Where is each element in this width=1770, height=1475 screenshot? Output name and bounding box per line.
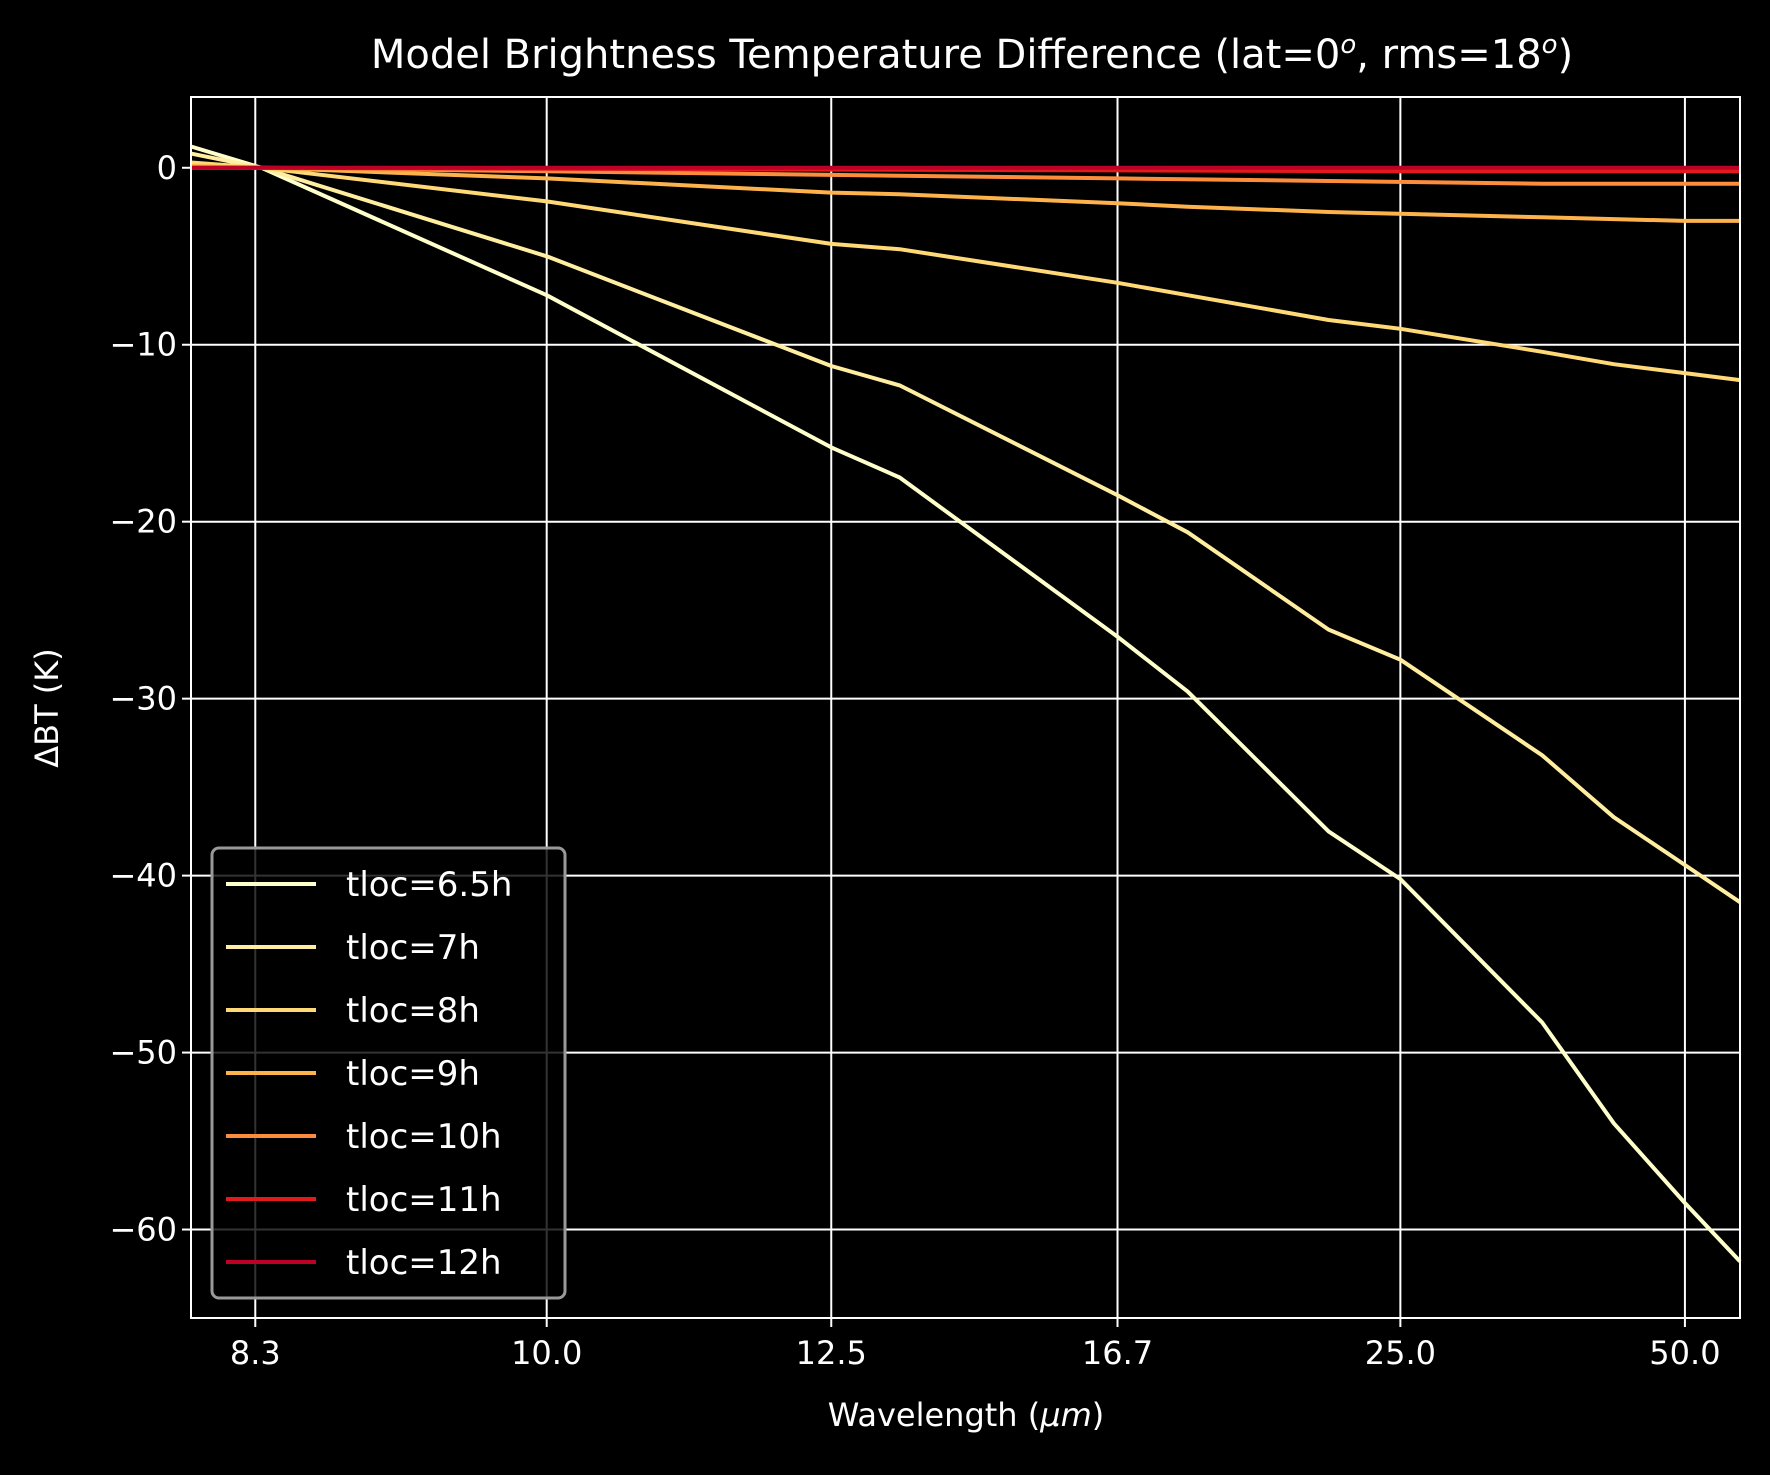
y-tick-label: −10 xyxy=(109,326,177,364)
x-axis-ticks: 8.3 10.0 12.5 16.7 25.0 50.0 xyxy=(230,1318,1721,1372)
legend-label: tloc=9h xyxy=(346,1054,480,1094)
x-tick-label: 8.3 xyxy=(230,1334,281,1372)
legend-label: tloc=11h xyxy=(346,1180,502,1220)
plot-frame xyxy=(190,96,1741,1319)
legend-label: tloc=8h xyxy=(346,991,480,1031)
x-tick-label: 12.5 xyxy=(796,1334,867,1372)
legend-label: tloc=10h xyxy=(346,1117,502,1157)
x-tick-label: 10.0 xyxy=(511,1334,582,1372)
series-line-tloc-7h xyxy=(190,151,1742,904)
chart-title: Model Brightness Temperature Difference … xyxy=(371,30,1573,78)
x-axis-label: Wavelength (μm) xyxy=(828,1396,1105,1434)
y-tick-label: −50 xyxy=(109,1034,177,1072)
y-tick-label: −40 xyxy=(109,857,177,895)
y-tick-label: −30 xyxy=(109,680,177,718)
y-tick-label: 0 xyxy=(157,149,177,187)
legend-label: tloc=12h xyxy=(346,1243,502,1283)
x-tick-label: 25.0 xyxy=(1365,1334,1436,1372)
grid-lines xyxy=(191,97,1740,1318)
legend: tloc=6.5h tloc=7h tloc=8h tloc=9h tloc=10h tl… xyxy=(210,846,567,1300)
series-line-tloc-6-5h xyxy=(190,144,1742,1263)
legend-label: tloc=6.5h xyxy=(346,865,512,905)
y-axis-label: ΔBT (K) xyxy=(28,648,66,768)
series-lines xyxy=(190,144,1742,1263)
x-tick-label: 16.7 xyxy=(1082,1334,1153,1372)
legend-label: tloc=7h xyxy=(346,928,480,968)
y-axis-ticks: 0 −10 −20 −30 −40 −50 −60 xyxy=(109,149,191,1249)
y-tick-label: −20 xyxy=(109,503,177,541)
series-line-tloc-8h xyxy=(190,160,1741,383)
x-tick-label: 50.0 xyxy=(1649,1334,1720,1372)
legend-box xyxy=(210,846,567,1300)
series-line-tloc-9h xyxy=(190,164,1740,223)
y-tick-label: −60 xyxy=(109,1211,177,1249)
